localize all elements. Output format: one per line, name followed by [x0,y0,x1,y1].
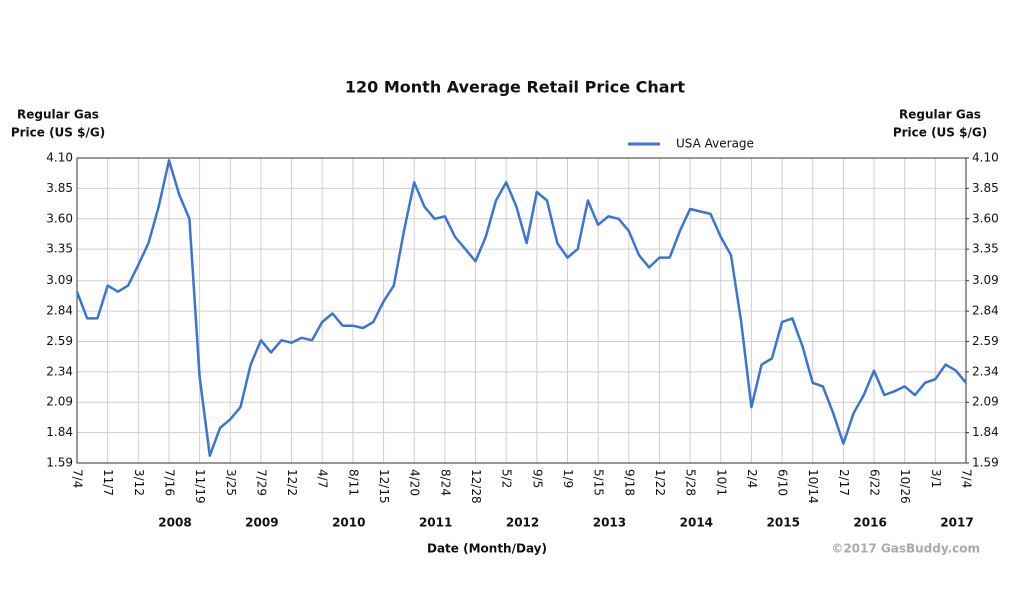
y2-tick-label: 2.84 [972,304,999,318]
y2-axis-label: Price (US $/G) [893,126,987,140]
x-tick-label: 1/22 [653,469,667,496]
y2-tick-label: 1.84 [972,425,999,439]
x-group-label: 2017 [940,516,973,530]
x-tick-label: 6/10 [776,469,790,496]
y-axis-label: Price (US $/G) [11,126,105,140]
x-tick-label: 8/24 [438,469,452,496]
y-tick-label: 3.35 [46,242,73,256]
x-tick-label: 11/7 [101,469,115,496]
y2-tick-label: 4.10 [972,151,999,165]
x-tick-label: 4/20 [408,469,422,496]
x-tick-label: 7/4 [960,469,974,488]
y2-tick-label: 2.34 [972,364,999,378]
x-group-label: 2016 [853,516,886,530]
x-tick-label: 12/15 [377,469,391,504]
x-group-label: 2010 [332,516,365,530]
x-group-label: 2013 [593,516,626,530]
x-tick-label: 2/4 [745,469,759,488]
x-tick-label: 7/29 [254,469,268,496]
x-tick-label: 3/25 [224,469,238,496]
plot-area [77,158,966,463]
x-tick-label: 11/19 [193,469,207,504]
y-tick-label: 1.84 [46,425,73,439]
y-tick-label: 3.60 [46,211,73,225]
x-tick-label: 5/28 [684,469,698,496]
y-tick-label: 4.10 [46,151,73,165]
x-group-label: 2009 [245,516,278,530]
y2-tick-label: 3.09 [972,273,999,287]
y-tick-label: 2.59 [46,334,73,348]
x-tick-label: 8/11 [346,469,360,496]
y2-tick-label: 3.85 [972,181,999,195]
x-group-label: 2011 [419,516,452,530]
x-group-label: 2008 [158,516,191,530]
y2-tick-label: 2.09 [972,395,999,409]
y-axis-label: Regular Gas [17,108,99,122]
y-tick-label: 3.85 [46,181,73,195]
y2-tick-label: 3.35 [972,242,999,256]
x-tick-label: 3/12 [132,469,146,496]
y2-tick-label: 3.60 [972,211,999,225]
x-tick-label: 2/17 [837,469,851,496]
x-tick-label: 7/16 [162,469,176,496]
legend-label: USA Average [676,137,754,151]
x-tick-label: 9/5 [530,469,544,488]
y2-axis-label: Regular Gas [899,108,981,122]
x-tick-label: 1/9 [561,469,575,488]
line-series [75,159,967,457]
x-group-label: 2014 [680,516,713,530]
x-tick-label: 4/7 [316,469,330,488]
y-tick-label: 3.09 [46,273,73,287]
x-tick-label: 3/1 [929,469,943,488]
y-tick-label: 1.59 [46,456,73,470]
x-tick-label: 6/22 [868,469,882,496]
y-tick-label: 2.34 [46,364,73,378]
chart-title: 120 Month Average Retail Price Chart [345,78,686,97]
x-tick-label: 5/2 [500,469,514,488]
source: ©2017 GasBuddy.com [831,542,980,556]
x-tick-label: 7/4 [71,469,85,488]
y2-tick-label: 2.59 [972,334,999,348]
x-group-label: 2012 [506,516,539,530]
x-tick-label: 5/15 [592,469,606,496]
x-tick-label: 12/2 [285,469,299,496]
y-tick-label: 2.84 [46,304,73,318]
x-axis-label: Date (Month/Day) [427,542,547,556]
x-tick-label: 10/14 [806,469,820,504]
x-tick-label: 10/26 [898,469,912,504]
y-tick-label: 2.09 [46,395,73,409]
x-group-label: 2015 [767,516,800,530]
x-tick-label: 9/18 [622,469,636,496]
x-tick-label: 12/28 [469,469,483,504]
y2-tick-label: 1.59 [972,456,999,470]
x-tick-label: 10/1 [714,469,728,496]
plot-frame [76,157,967,464]
